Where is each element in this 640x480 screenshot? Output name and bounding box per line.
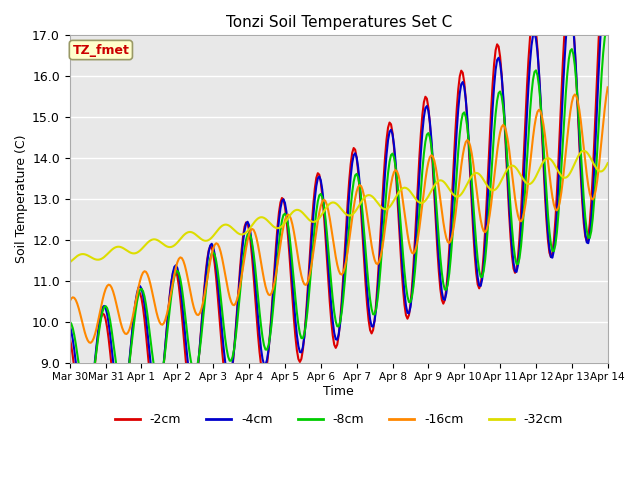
-8cm	[392, 163, 399, 169]
-4cm	[81, 415, 88, 420]
-4cm	[404, 310, 412, 316]
Line: -4cm: -4cm	[70, 0, 608, 418]
-16cm	[392, 168, 399, 173]
-8cm	[84, 397, 92, 403]
-8cm	[604, 25, 612, 31]
-16cm	[540, 121, 547, 127]
-16cm	[81, 329, 88, 335]
Line: -32cm: -32cm	[70, 151, 608, 263]
-2cm	[404, 316, 412, 322]
-2cm	[83, 430, 90, 436]
-32cm	[66, 260, 74, 265]
Line: -8cm: -8cm	[70, 28, 608, 400]
-16cm	[66, 299, 74, 304]
-2cm	[392, 165, 399, 170]
Line: -2cm: -2cm	[70, 0, 608, 435]
-2cm	[81, 432, 88, 438]
-8cm	[374, 297, 381, 302]
-2cm	[540, 162, 547, 168]
-4cm	[168, 280, 175, 286]
Y-axis label: Soil Temperature (C): Soil Temperature (C)	[15, 135, 28, 263]
-16cm	[604, 84, 612, 90]
X-axis label: Time: Time	[323, 385, 354, 398]
-8cm	[404, 294, 412, 300]
-2cm	[374, 280, 381, 286]
-16cm	[87, 340, 95, 346]
Legend: -2cm, -4cm, -8cm, -16cm, -32cm: -2cm, -4cm, -8cm, -16cm, -32cm	[109, 408, 568, 431]
-2cm	[66, 335, 74, 341]
-8cm	[540, 142, 547, 148]
-4cm	[392, 158, 399, 164]
-32cm	[580, 148, 588, 154]
-32cm	[538, 161, 546, 167]
-4cm	[83, 415, 90, 420]
-4cm	[374, 289, 381, 295]
-32cm	[604, 160, 612, 166]
-4cm	[66, 323, 74, 329]
-16cm	[374, 261, 381, 267]
-32cm	[81, 252, 88, 257]
Text: TZ_fmet: TZ_fmet	[72, 44, 129, 57]
-16cm	[168, 288, 175, 294]
-32cm	[402, 185, 410, 191]
-32cm	[390, 197, 398, 203]
-4cm	[540, 152, 547, 157]
Title: Tonzi Soil Temperatures Set C: Tonzi Soil Temperatures Set C	[226, 15, 452, 30]
-32cm	[166, 244, 173, 250]
-8cm	[66, 319, 74, 324]
Line: -16cm: -16cm	[70, 87, 608, 343]
-32cm	[372, 198, 380, 204]
-16cm	[404, 231, 412, 237]
-8cm	[168, 292, 175, 298]
-2cm	[168, 279, 175, 285]
-8cm	[81, 394, 88, 400]
